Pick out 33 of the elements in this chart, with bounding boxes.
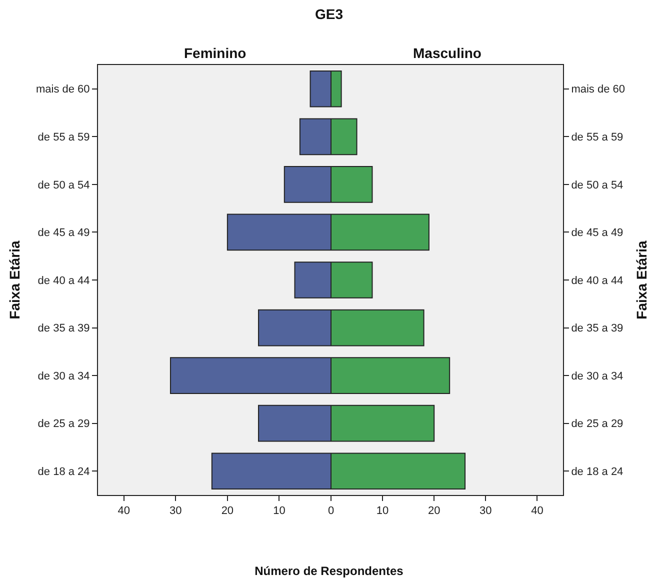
y-tick-label: mais de 60 [571,84,626,96]
y-tick-label: mais de 60 [36,84,90,96]
y-tick-label: de 30 a 34 [38,370,90,382]
y-tick-label: de 55 a 59 [571,132,624,144]
y-tick-label: de 35 a 39 [38,322,90,335]
y-axis-title: Faixa Etária [6,240,23,320]
x-tick-label: 0 [328,505,334,518]
y-tick-label: de 18 a 24 [38,466,90,478]
x-tick-label: 40 [531,505,544,518]
chart-title: Feminino [184,45,246,61]
y-tick-label: de 45 a 49 [571,227,624,240]
x-tick-label: 30 [480,505,492,518]
y-tick-label: de 40 a 44 [571,274,624,287]
y-tick-label: de 18 a 24 [571,466,624,478]
x-tick-label: 10 [376,505,389,518]
y-tick-label: de 50 a 54 [571,179,624,192]
text: GE3 [314,6,344,22]
x-tick-label: 30 [170,505,182,518]
y-tick-label: de 25 a 29 [571,418,624,430]
y-tick-label: de 25 a 29 [38,418,90,430]
y-tick-label: de 40 a 44 [38,274,90,287]
x-tick-label: 20 [221,505,234,518]
y-axis-title: Faixa Etária [633,240,650,320]
chart-title: Masculino [413,45,482,61]
x-axis-title: Número de Respondentes [254,564,404,578]
y-tick-label: de 35 a 39 [571,322,624,335]
x-tick-label: 10 [273,505,286,518]
y-tick-label: de 50 a 54 [38,179,90,192]
y-tick-label: de 45 a 49 [38,227,90,240]
x-tick-label: 40 [118,505,130,518]
y-tick-label: de 55 a 59 [38,132,90,144]
y-tick-label: de 30 a 34 [571,370,624,382]
x-tick-label: 20 [428,505,440,518]
